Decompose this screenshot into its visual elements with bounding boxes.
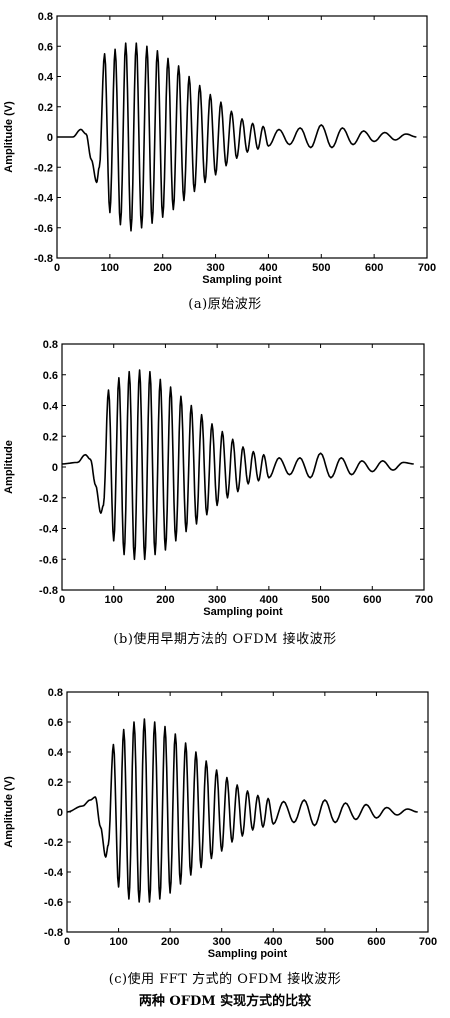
y-tick-label-c: -0.8: [44, 927, 63, 939]
x-tick-label-a: 300: [206, 262, 224, 274]
x-tick-label-a: 200: [154, 262, 172, 274]
series-line-c-0: [66, 718, 418, 903]
x-tick-label-b: 300: [208, 594, 226, 606]
x-tick-label-c: 600: [367, 936, 385, 948]
y-tick-label-b: 0.2: [43, 431, 58, 443]
y-tick-label-c: 0.2: [48, 777, 63, 789]
y-tick-label-c: 0.6: [48, 717, 63, 729]
y-tick-label-a: 0: [47, 132, 53, 144]
series-line-b-0: [61, 369, 414, 561]
x-tick-label-a: 500: [312, 262, 330, 274]
x-axis-label-c: Sampling point: [208, 948, 288, 960]
y-tick-label-c: 0.8: [48, 687, 63, 699]
y-tick-label-c: 0.4: [48, 747, 64, 759]
x-tick-label-a: 700: [418, 262, 436, 274]
y-tick-label-b: -0.6: [39, 554, 58, 566]
y-tick-label-c: -0.4: [44, 867, 64, 879]
y-axis-label-c: Amplitude (V): [3, 776, 15, 848]
x-tick-label-b: 700: [415, 594, 433, 606]
x-tick-label-b: 100: [105, 594, 123, 606]
chart-panel-c: -0.8 -0.6 -0.4 -0.2 0 0.2 0.4 0.6 0.8 0 100 200 300 4…: [0, 672, 450, 992]
series-line-a-0: [57, 42, 417, 232]
chart-b: -0.8 -0.6 -0.4 -0.2 0 0.2 0.4 0.6 0.8 0 100 200 300 4…: [3, 339, 433, 618]
x-tick-label-a: 0: [54, 262, 60, 274]
chart-a: -0.8 -0.6 -0.4 -0.2 0 0.2 0.4 0.6 0.8 0 100 200 300 4…: [3, 11, 436, 286]
chart-a-caption: (a)原始波形: [188, 297, 262, 312]
y-tick-label-a: -0.2: [34, 162, 53, 174]
y-axis-label-b: Amplitude: [3, 440, 15, 494]
y-tick-label-b: -0.8: [39, 585, 58, 597]
x-axis-label-b: Sampling point: [203, 606, 283, 618]
x-axis-label-a: Sampling point: [202, 274, 282, 286]
y-tick-label-b: 0.6: [43, 370, 58, 382]
y-tick-label-a: -0.4: [34, 193, 54, 205]
chart-c: -0.8 -0.6 -0.4 -0.2 0 0.2 0.4 0.6 0.8 0 100 200 300 4…: [3, 687, 437, 960]
y-tick-label-c: 0: [57, 807, 63, 819]
x-tick-label-b: 400: [260, 594, 278, 606]
chart-c-caption: (c)使用 FFT 方式的 OFDM 接收波形: [108, 972, 342, 987]
x-tick-label-a: 600: [365, 262, 383, 274]
x-tick-label-a: 100: [101, 262, 119, 274]
y-tick-label-b: -0.2: [39, 493, 58, 505]
y-tick-label-c: -0.2: [44, 837, 63, 849]
y-tick-label-a: 0.2: [38, 102, 53, 114]
chart-panel-b: -0.8 -0.6 -0.4 -0.2 0 0.2 0.4 0.6 0.8 0 100 200 300 4…: [0, 330, 450, 660]
x-tick-label-c: 700: [419, 936, 437, 948]
y-axis-label-a: Amplitude (V): [3, 101, 15, 173]
y-tick-label-a: 0.4: [38, 72, 54, 84]
chart-b-caption: (b)使用早期方法的 OFDM 接收波形: [113, 632, 337, 647]
y-tick-label-a: -0.8: [34, 253, 53, 265]
figure-caption: 两种 OFDM 实现方式的比较: [138, 994, 312, 1009]
y-tick-label-a: -0.6: [34, 223, 53, 235]
y-tick-label-b: 0.8: [43, 339, 58, 351]
y-tick-label-b: 0.4: [43, 401, 59, 413]
x-tick-label-b: 200: [156, 594, 174, 606]
x-tick-label-c: 300: [213, 936, 231, 948]
y-tick-label-b: 0: [52, 462, 58, 474]
chart-panel-a: -0.8 -0.6 -0.4 -0.2 0 0.2 0.4 0.6 0.8 0 100 200 300 4…: [0, 0, 450, 320]
x-tick-label-b: 500: [311, 594, 329, 606]
x-tick-label-c: 0: [64, 936, 70, 948]
x-tick-label-c: 200: [161, 936, 179, 948]
x-tick-label-b: 0: [59, 594, 65, 606]
x-tick-label-c: 100: [109, 936, 127, 948]
y-tick-label-c: -0.6: [44, 897, 63, 909]
x-tick-label-c: 500: [316, 936, 334, 948]
x-tick-label-c: 400: [264, 936, 282, 948]
y-tick-label-b: -0.4: [39, 524, 59, 536]
y-tick-label-a: 0.6: [38, 41, 53, 53]
x-tick-label-a: 400: [259, 262, 277, 274]
x-tick-label-b: 600: [363, 594, 381, 606]
y-tick-label-a: 0.8: [38, 11, 53, 23]
